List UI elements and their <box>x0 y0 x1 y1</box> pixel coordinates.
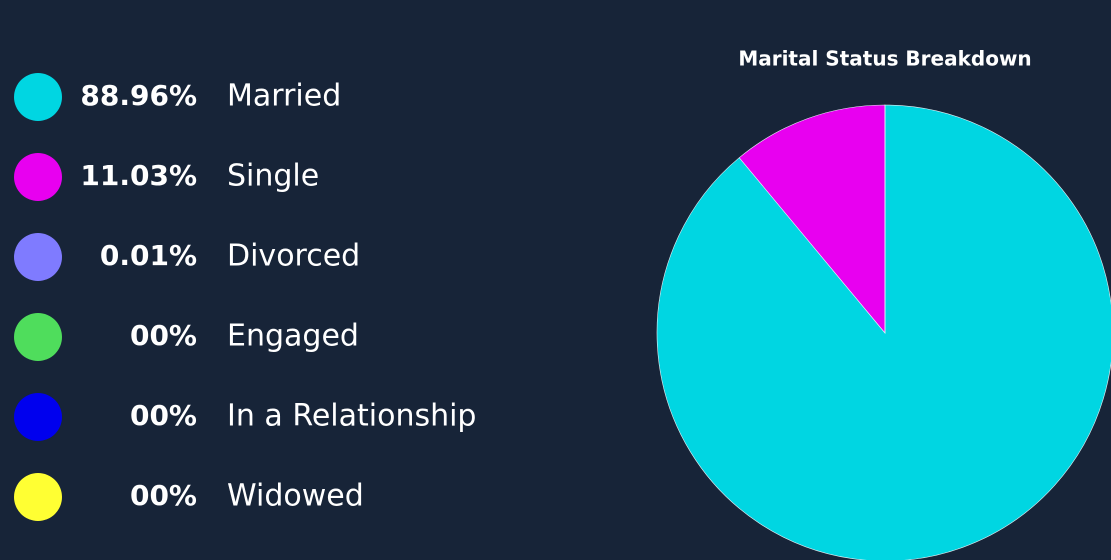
legend-swatch <box>14 393 62 441</box>
legend-value: 88.96% <box>80 79 197 112</box>
pie-slice <box>656 104 1111 560</box>
legend-swatch <box>14 313 62 361</box>
legend-label: In a Relationship <box>227 399 476 434</box>
legend-label: Divorced <box>227 239 360 274</box>
chart-title: Marital Status Breakdown <box>738 47 1031 71</box>
legend-label: Single <box>227 159 319 194</box>
pie-slice <box>738 104 886 334</box>
legend-swatch <box>14 153 62 201</box>
legend-value: 0.01% <box>100 239 197 272</box>
legend-value: 00% <box>130 399 197 432</box>
legend-label: Engaged <box>227 319 359 354</box>
legend-value: 11.03% <box>80 159 197 192</box>
legend-swatch <box>14 473 62 521</box>
legend-label: Widowed <box>227 479 364 514</box>
legend-value: 00% <box>130 319 197 352</box>
legend-label: Married <box>227 79 341 114</box>
legend-value: 00% <box>130 479 197 512</box>
legend-swatch <box>14 73 62 121</box>
legend-swatch <box>14 233 62 281</box>
